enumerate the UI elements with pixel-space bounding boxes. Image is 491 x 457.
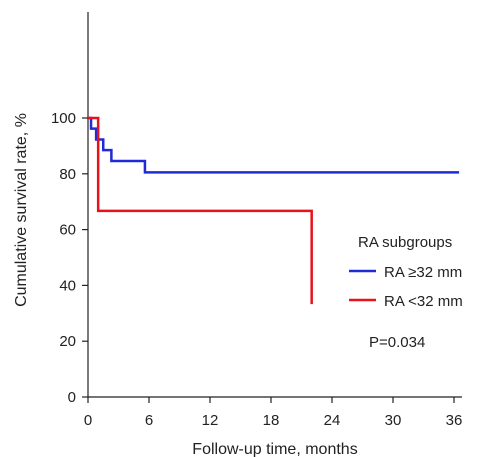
x-ticks: 0 6 12 18 24 30 36 — [84, 397, 463, 429]
x-tick-label: 12 — [202, 412, 219, 429]
y-tick-label: 80 — [59, 166, 76, 183]
x-tick-label: 18 — [263, 412, 280, 429]
series-layer — [88, 116, 460, 305]
axes — [87, 12, 462, 398]
y-axis-title: Cumulative survival rate, % — [13, 113, 30, 307]
x-tick-label: 0 — [84, 412, 92, 429]
legend-label-ra-ge-32: RA ≥32 mm — [384, 264, 462, 281]
x-tick-label: 36 — [446, 412, 463, 429]
p-value-annotation: P=0.034 — [369, 334, 425, 351]
y-tick-label: 100 — [51, 110, 76, 127]
x-tick-label: 6 — [145, 412, 153, 429]
x-tick-label: 30 — [385, 412, 402, 429]
y-tick-label: 0 — [68, 389, 76, 406]
series-line-1 — [88, 116, 313, 305]
legend: RA subgroups RA ≥32 mm RA <32 mm — [349, 234, 463, 310]
y-tick-label: 60 — [59, 222, 76, 239]
y-tick-label: 20 — [59, 333, 76, 350]
y-tick-label: 40 — [59, 277, 76, 294]
y-ticks: 0 20 40 60 80 100 — [51, 110, 88, 406]
x-axis-title: Follow-up time, months — [192, 441, 357, 457]
legend-title: RA subgroups — [358, 234, 452, 251]
series-line-0 — [88, 116, 460, 174]
legend-label-ra-lt-32: RA <32 mm — [384, 293, 463, 310]
x-tick-label: 24 — [324, 412, 341, 429]
